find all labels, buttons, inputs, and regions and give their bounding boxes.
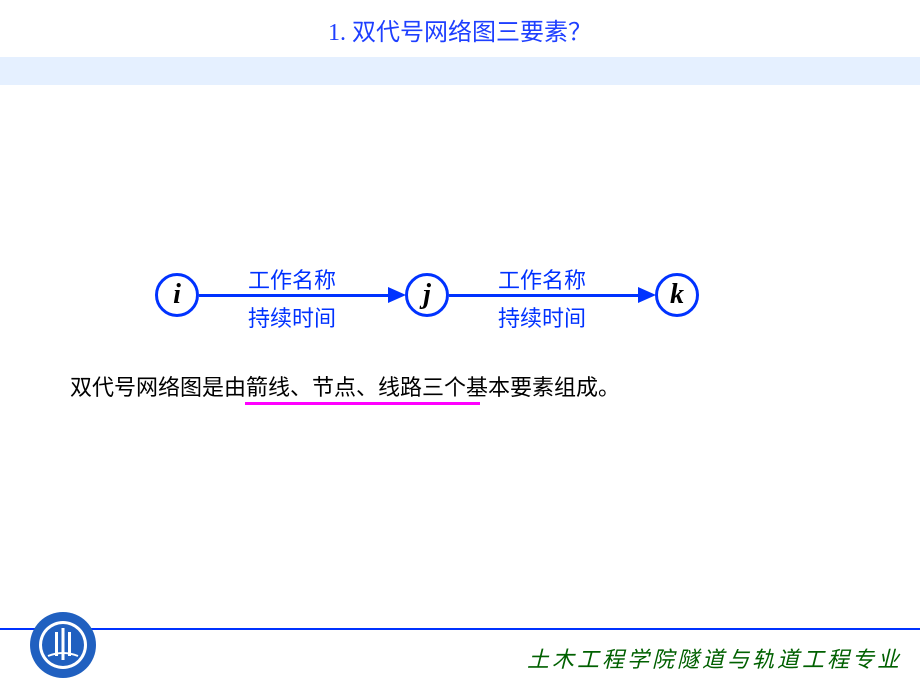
edge-ij-label-bottom: 持续时间 [248,301,336,333]
node-k-label: k [670,279,684,311]
node-i-label: i [173,279,181,311]
footer-divider [0,628,920,630]
footer-text: 土木工程学院隧道与轨道工程专业 [527,642,902,674]
university-logo-icon [28,610,98,680]
page-title: 1. 双代号网络图三要素？ [328,20,592,46]
edge-jk-arrowhead-icon [638,287,656,303]
node-j: j [405,273,449,317]
node-i: i [155,273,199,317]
edge-ij-arrowhead-icon [388,287,406,303]
description-text: 双代号网络图是由箭线、节点、线路三个基本要素组成。 [70,370,620,402]
header-band [0,57,920,85]
title-bar: 1. 双代号网络图三要素？ [0,0,920,55]
edge-jk-label-bottom: 持续时间 [498,301,586,333]
emphasis-underline [245,402,480,405]
footer: 土木工程学院隧道与轨道工程专业 [0,628,920,690]
edge-jk-label-top: 工作名称 [498,263,586,295]
node-j-label: j [423,279,431,311]
node-k: k [655,273,699,317]
edge-ij-label-top: 工作名称 [248,263,336,295]
